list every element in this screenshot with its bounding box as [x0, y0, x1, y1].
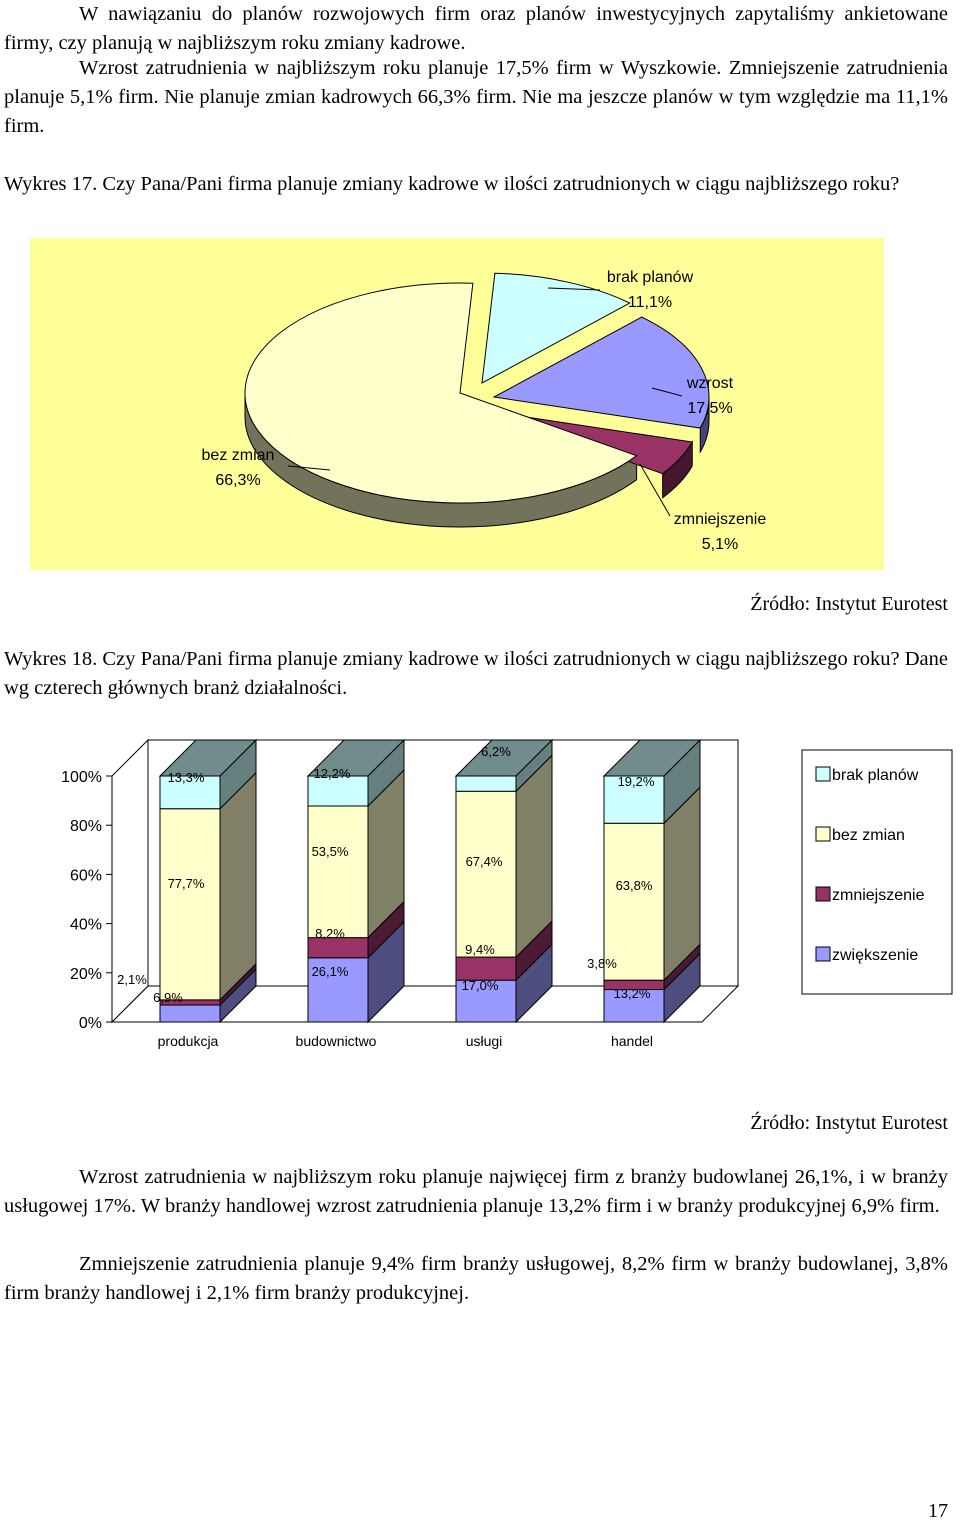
category-label-3: handel	[611, 1033, 653, 1049]
bar-segment-usługi-1	[455, 919, 553, 982]
bar-segment-produkcja-2	[159, 771, 257, 1002]
bar-value-label-produkcja-2: 77,7%	[168, 876, 205, 891]
y-tick-label-0: 0%	[79, 1015, 102, 1032]
bar-segment-budownictwo-2	[307, 768, 405, 939]
pie-slice-1	[492, 316, 710, 429]
pie-label-3: bez zmian	[202, 447, 275, 464]
category-label-0: produkcja	[158, 1033, 219, 1049]
legend-swatch-1	[815, 826, 831, 842]
figure18-source: Źródło: Instytut Eurotest	[750, 1112, 948, 1134]
legend-swatch-0	[815, 766, 831, 782]
conclusion-paragraph-1: Wzrost zatrudnienia w najbliższym roku p…	[4, 1166, 948, 1217]
bar-legend-box	[801, 749, 953, 995]
bar-chart: 0% 20% 40% 60% 80% 100% 6,9% 2,1% 77,7% 13,3% pro…	[61, 738, 953, 1049]
pie-value-label-2: 5,1%	[702, 536, 738, 553]
y-tick-label-5: 100%	[61, 769, 102, 786]
bar-segment-budownictwo-0	[307, 920, 405, 1024]
y-tick-label-3: 60%	[70, 867, 102, 884]
conclusion-paragraph-2: Zmniejszenie zatrudnienia planuje 9,4% f…	[4, 1253, 948, 1304]
bar-value-label-usługi-1: 9,4%	[465, 942, 495, 957]
pie-label-2: zmniejszenie	[674, 511, 767, 528]
figure17-caption: Wykres 17. Czy Pana/Pani firma planuje z…	[4, 173, 900, 195]
bar-segment-handel-3	[602, 738, 702, 825]
bar-value-label-produkcja-1: 2,1%	[117, 972, 147, 987]
y-tick-label-2: 40%	[70, 917, 102, 934]
pie-chart: brak planów 11,1% wzrost 17,5% zmniejszenie 5…	[30, 238, 884, 570]
bar-segment-usługi-0	[455, 942, 553, 1024]
legend-label-2: zmniejszenie	[832, 887, 925, 904]
figure18-caption: Wykres 18. Czy Pana/Pani firma planuje z…	[4, 648, 948, 699]
bar-value-label-handel-3: 19,2%	[618, 774, 655, 789]
legend-swatch-3	[815, 946, 831, 962]
intro-paragraph-2: Wzrost zatrudnienia w najbliższym roku p…	[4, 57, 948, 137]
bar-value-label-produkcja-0: 6,9%	[153, 990, 183, 1005]
legend-label-3: zwiększenie	[832, 947, 918, 964]
bar-segment-produkcja-3	[158, 738, 258, 810]
category-label-2: usługi	[466, 1033, 503, 1049]
legend-label-1: bez zmian	[832, 827, 905, 844]
pie-value-label-3: 66,3%	[215, 472, 260, 489]
bar-value-label-usługi-0: 17,0%	[462, 978, 499, 993]
bar-segment-handel-0	[603, 952, 701, 1024]
pie-slice-0	[481, 272, 631, 384]
bar-segment-budownictwo-1	[307, 900, 405, 960]
pie-value-label-0: 11,1%	[628, 294, 672, 311]
pie-leader-0	[547, 287, 601, 291]
pie-leader-2	[639, 463, 671, 517]
bar-value-label-budownictwo-0: 26,1%	[312, 964, 349, 979]
y-tick-label-1: 20%	[70, 966, 102, 983]
bar-segment-budownictwo-3	[306, 738, 406, 808]
bar-segment-usługi-2	[455, 754, 553, 959]
legend-swatch-2	[815, 886, 831, 902]
pie-leader-1	[651, 387, 683, 397]
bar-segment-usługi-3	[454, 738, 554, 793]
pie-slice-3	[244, 282, 638, 504]
legend-label-0: brak planów	[832, 767, 919, 784]
bar-value-label-handel-2: 63,8%	[616, 878, 653, 893]
bar-segment-handel-2	[603, 786, 701, 982]
bar-value-label-usługi-3: 6,2%	[481, 744, 511, 759]
pie-leader-3	[287, 465, 331, 471]
intro-paragraph-1: W nawiązaniu do planów rozwojowych firm …	[4, 3, 948, 54]
page-number: 17	[928, 1500, 948, 1522]
bar-value-label-budownictwo-3: 12,2%	[314, 766, 351, 781]
bar-value-label-handel-0: 13,2%	[614, 986, 651, 1001]
pie-value-label-1: 17,5%	[687, 400, 732, 417]
bar-value-label-handel-1: 3,8%	[587, 956, 617, 971]
pie-label-0: brak planów	[607, 269, 694, 286]
figure17-source: Źródło: Instytut Eurotest	[750, 593, 948, 615]
bar-value-label-budownictwo-1: 8,2%	[315, 926, 345, 941]
y-tick-label-4: 80%	[70, 818, 102, 835]
bar-segment-produkcja-0	[159, 967, 257, 1024]
category-label-1: budownictwo	[296, 1033, 377, 1049]
bar-value-label-usługi-2: 67,4%	[466, 854, 503, 869]
pie-label-1: wzrost	[686, 375, 734, 392]
bar-value-label-produkcja-3: 13,3%	[168, 770, 205, 785]
bar-value-label-budownictwo-2: 53,5%	[312, 844, 349, 859]
